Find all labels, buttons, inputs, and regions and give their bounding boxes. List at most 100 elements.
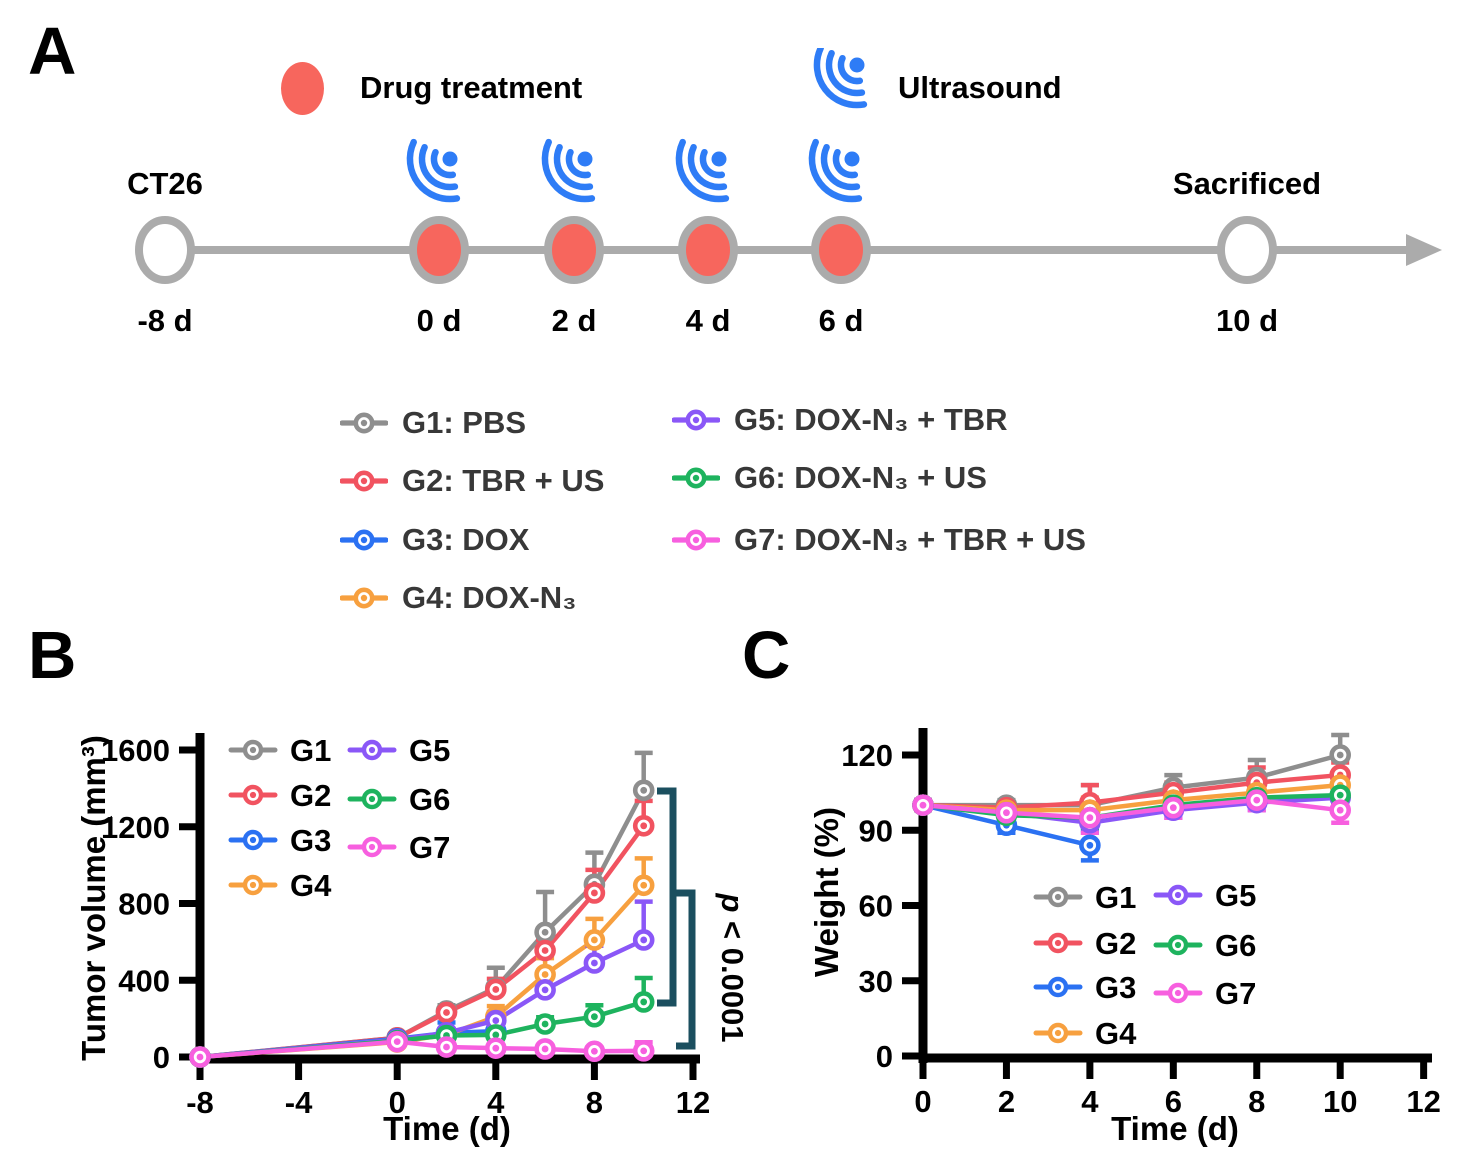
- chart-legend-B: G1 G2 G3 G4 G5 G6 G7: [228, 733, 450, 903]
- marker-G5: [583, 952, 606, 974]
- group-legend-item-g1: G1: PBS: [340, 405, 526, 441]
- axes-B: 0 400 800 1200 1600 -8 -4 0 4 8 12 Time (d) Tumor vo…: [75, 733, 710, 1147]
- marker-G7: [583, 1040, 606, 1063]
- marker-G7: [1329, 799, 1351, 821]
- panel-a-letter: A: [28, 14, 76, 89]
- marker-G4: [1162, 789, 1185, 811]
- marker-G5: [1079, 811, 1101, 834]
- marker-G4: [995, 799, 1018, 821]
- marker-G2: [189, 1046, 211, 1068]
- marker-G6: [386, 1029, 409, 1052]
- marker-G5: [484, 1009, 507, 1032]
- series-line-G2: [922, 772, 1341, 810]
- marker-G2: [484, 978, 507, 1001]
- g1-marker-icon: [340, 412, 388, 434]
- x-tick-label: 12: [676, 1085, 710, 1120]
- drug-treatment-dot-icon: [281, 62, 324, 115]
- marker-G2: [534, 939, 556, 962]
- marker-G7: [912, 794, 934, 816]
- x-tick-label: 2: [998, 1084, 1015, 1119]
- axes-C: 0 30 60 90 120 0 2 4 6 8 10 12 Time (d) Weight (%): [808, 728, 1441, 1147]
- ultrasound-icon: [410, 142, 458, 199]
- group-legend-item-g7: G7: DOX-N₃ + TBR + US: [672, 522, 1086, 558]
- ultrasound-icon: [812, 142, 860, 199]
- y-tick-label: 90: [859, 813, 893, 848]
- marker-G3: [995, 814, 1018, 837]
- p-value-label: p < 0.0001: [715, 892, 750, 1042]
- marker-G6: [484, 1024, 507, 1046]
- series-line-G4: [199, 883, 646, 1060]
- marker-G6: [435, 1024, 458, 1047]
- g2-marker-icon: [340, 470, 388, 492]
- y-tick-label: 0: [153, 1040, 170, 1075]
- marker-G5: [1245, 791, 1268, 814]
- group-legend-label: G6: DOX-N₃ + US: [734, 460, 987, 495]
- g7-marker-icon: [672, 529, 720, 551]
- series-lines: [199, 789, 646, 1060]
- x-tick-label: 6: [1165, 1084, 1182, 1119]
- marker-G3: [1079, 834, 1101, 857]
- legend-label-G5: G5: [409, 733, 450, 768]
- timeline-node: [811, 216, 871, 284]
- x-tick-label: 8: [586, 1085, 603, 1120]
- series-line-G5: [199, 937, 645, 1060]
- g4-marker-icon: [340, 587, 388, 609]
- marker-G7: [189, 1046, 211, 1068]
- series-line-G3: [922, 802, 1091, 848]
- marker-G5: [1162, 799, 1185, 821]
- legend-label-G1: G1: [290, 733, 331, 768]
- g3-marker-icon: [340, 529, 388, 551]
- x-tick-label: 4: [1081, 1084, 1099, 1119]
- marker-G2: [912, 794, 934, 816]
- marker-G7: [534, 1038, 556, 1060]
- panel-c-letter: C: [742, 618, 790, 693]
- marker-G7: [632, 1040, 655, 1062]
- marker-G4: [1079, 799, 1101, 821]
- marker-G4: [632, 874, 655, 897]
- series-line-G1: [199, 789, 646, 1060]
- y-tick-label: 400: [118, 963, 170, 998]
- marker-G4: [386, 1031, 409, 1053]
- group-legend-item-g5: G5: DOX-N₃ + TBR: [672, 402, 1008, 438]
- timeline-node: [409, 216, 469, 284]
- legend-label-G7: G7: [1215, 976, 1256, 1011]
- marker-G5: [534, 979, 556, 1001]
- panel-b-letter: B: [28, 618, 76, 693]
- marker-G5: [1329, 786, 1351, 809]
- marker-G1: [1245, 766, 1268, 789]
- chart-legend-C: G1 G2 G3 G4 G5 G6 G7: [1033, 878, 1256, 1051]
- marker-G4: [484, 1005, 507, 1028]
- marker-G6: [1079, 806, 1101, 829]
- marker-G2: [1245, 771, 1268, 794]
- timeline-sacrificed-label: Sacrificed: [1172, 166, 1322, 201]
- marker-G2: [1079, 791, 1101, 814]
- marker-G7: [1245, 789, 1268, 811]
- marker-G4: [435, 1024, 458, 1046]
- significance-bracket: [657, 787, 677, 1007]
- marker-G3: [435, 1022, 458, 1044]
- timeline-graphics: [135, 142, 1442, 284]
- marker-G3: [912, 794, 934, 816]
- marker-G2: [1162, 781, 1185, 804]
- ultrasound-icon: [545, 142, 593, 199]
- series-line-G3: [199, 1028, 496, 1060]
- y-tick-label: 1200: [101, 810, 170, 845]
- marker-G5: [189, 1046, 211, 1068]
- group-legend-item-g6: G6: DOX-N₃ + US: [672, 460, 987, 496]
- marker-G2: [995, 796, 1018, 819]
- timeline-day-label: 4 d: [685, 303, 731, 338]
- x-tick-label: -4: [285, 1085, 313, 1120]
- timeline-day-label: 2 d: [551, 303, 597, 338]
- timeline-node: [544, 216, 604, 284]
- marker-G4: [583, 929, 606, 951]
- x-tick-label: 8: [1248, 1084, 1265, 1119]
- x-tick-label: 4: [487, 1085, 505, 1120]
- marker-G2: [583, 882, 606, 904]
- marker-G7: [1162, 796, 1185, 819]
- marker-G6: [632, 991, 655, 1013]
- group-legend-item-g2: G2: TBR + US: [340, 463, 604, 499]
- marker-G1: [534, 921, 556, 944]
- y-axis-title: Tumor volume (mm³): [75, 735, 112, 1061]
